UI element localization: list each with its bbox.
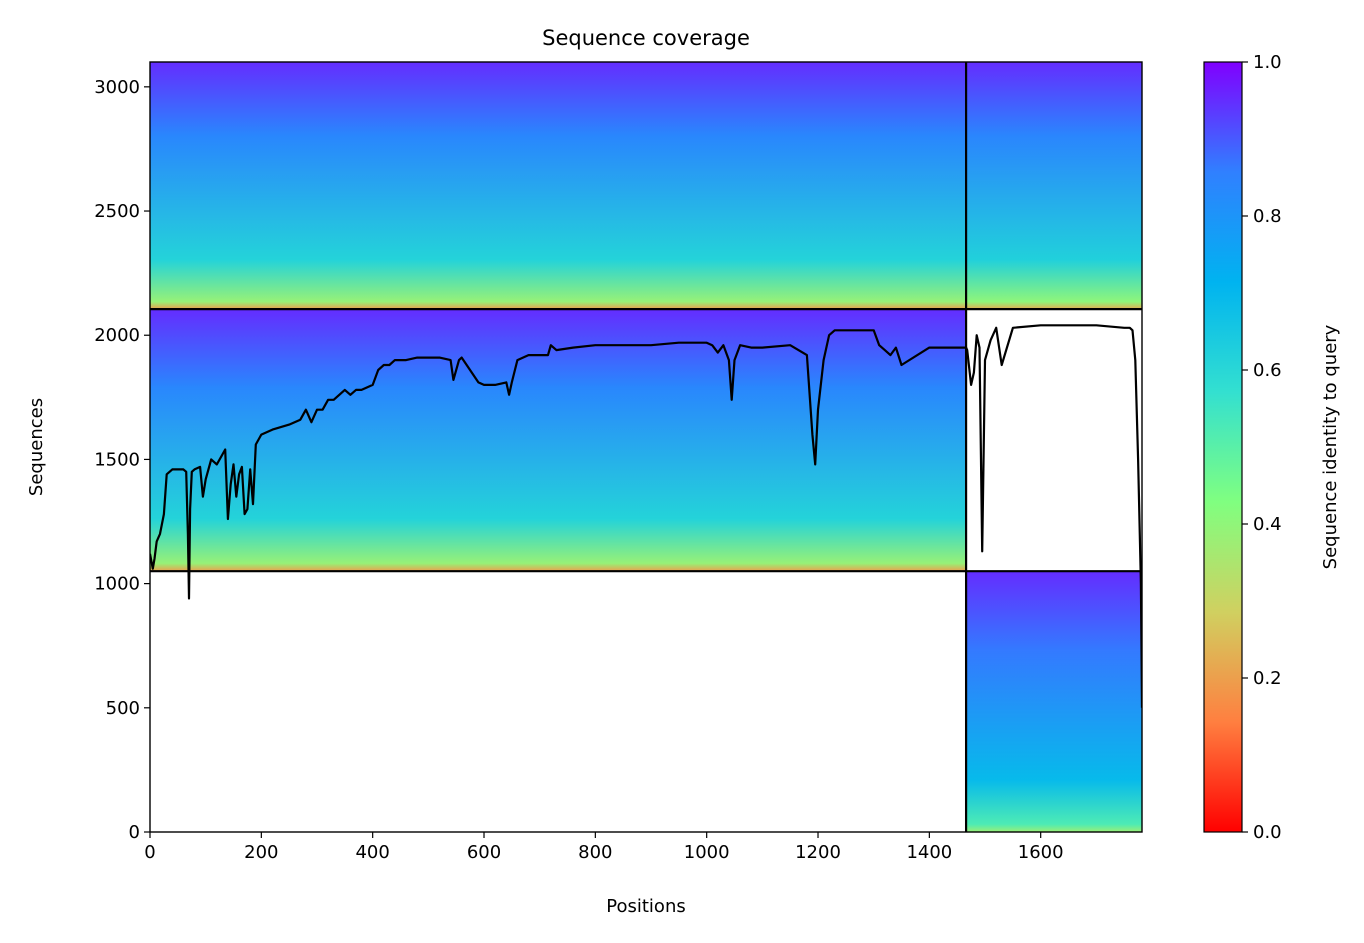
coverage-block-2 <box>966 62 1142 310</box>
x-tick-label: 1600 <box>1018 842 1064 863</box>
x-tick-label: 800 <box>578 842 612 863</box>
x-tick-label: 0 <box>144 842 155 863</box>
coverage-block-3 <box>150 309 967 572</box>
x-tick-label: 1000 <box>684 842 730 863</box>
colorbar-ticks: 0.0 0.2 0.4 0.6 0.8 1.0 <box>1242 52 1282 843</box>
colorbar <box>1203 61 1243 833</box>
chart-title: Sequence coverage <box>542 26 750 50</box>
coverage-line-layer <box>150 324 1142 708</box>
coverage-block-4 <box>966 571 1142 832</box>
y-tick-label: 1000 <box>94 574 140 595</box>
x-axis-label: Positions <box>606 896 685 917</box>
x-tick-label: 1200 <box>795 842 841 863</box>
colorbar-tick-label: 0.4 <box>1253 514 1282 535</box>
colorbar-tick-label: 0.6 <box>1253 360 1282 381</box>
x-tick-label: 200 <box>244 842 278 863</box>
coverage-blocks <box>150 62 1142 832</box>
x-tick-label: 1400 <box>906 842 952 863</box>
y-tick-label: 2000 <box>94 325 140 346</box>
y-tick-label: 0 <box>129 822 140 843</box>
coverage-block-1 <box>150 62 967 310</box>
plot-frame <box>149 61 1143 833</box>
y-axis-ticks: 0 500 1000 1500 2000 2500 3000 <box>94 77 150 843</box>
colorbar-tick-label: 0.0 <box>1253 822 1282 843</box>
coverage-line <box>150 324 1142 708</box>
y-tick-label: 1500 <box>94 449 140 470</box>
x-axis-ticks: 0 200 400 600 800 1000 1200 1400 1600 <box>144 832 1064 863</box>
colorbar-tick-label: 0.8 <box>1253 206 1282 227</box>
colorbar-tick-label: 0.2 <box>1253 668 1282 689</box>
colorbar-tick-label: 1.0 <box>1253 52 1282 73</box>
x-tick-label: 400 <box>355 842 389 863</box>
y-tick-label: 2500 <box>94 201 140 222</box>
y-tick-label: 3000 <box>94 77 140 98</box>
y-tick-label: 500 <box>106 698 140 719</box>
block-boundaries <box>150 62 1142 832</box>
colorbar-label: Sequence identity to query <box>1320 324 1341 569</box>
y-axis-label: Sequences <box>26 398 47 496</box>
x-tick-label: 600 <box>467 842 501 863</box>
